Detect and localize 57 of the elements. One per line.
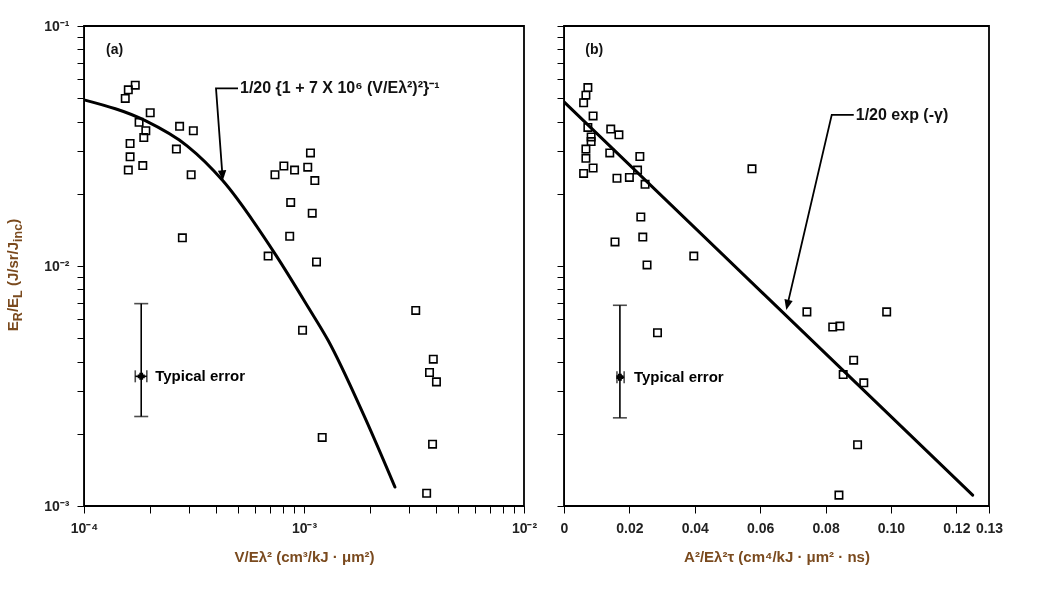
x-tick-label: 10⁻⁴ (70, 519, 99, 536)
point (610, 237, 620, 247)
point (834, 490, 844, 500)
x-tick-label: 0.02 (616, 519, 644, 536)
point (636, 212, 646, 222)
point (588, 111, 598, 121)
point (586, 132, 596, 142)
point (802, 307, 812, 317)
annotation: 1/20 exp (-γ) (855, 105, 949, 123)
point (624, 172, 634, 182)
series-label: Typical error (633, 368, 724, 386)
point (849, 355, 859, 365)
point (588, 163, 598, 173)
point (635, 151, 645, 161)
point (853, 440, 863, 450)
x-tick-label: 0.06 (747, 519, 775, 536)
point (642, 260, 652, 270)
point (689, 251, 699, 261)
point (579, 168, 589, 178)
x-tick-label: 0.13 (975, 519, 1004, 536)
y-tick-label: 10⁻² (44, 257, 70, 274)
point (583, 83, 593, 93)
point (583, 122, 593, 132)
point (586, 137, 596, 147)
x-tick-label: 0.04 (681, 519, 710, 536)
x-tick-label: 10⁻³ (291, 519, 318, 536)
point (579, 98, 589, 108)
point (606, 124, 616, 134)
x-tick-label: 0.12 (943, 519, 971, 536)
point (605, 148, 615, 158)
point (859, 378, 869, 388)
y-tick-label: 10⁻³ (44, 497, 70, 514)
y-tick-label: 10⁻¹ (44, 17, 70, 34)
x-axis-title: V/Eλ² (cm³/kJ · μm²) (234, 547, 375, 565)
x-tick-label: 0 (560, 519, 569, 536)
annotation: (b) (585, 41, 604, 57)
x-tick-label: 10⁻² (511, 519, 538, 536)
point (614, 130, 624, 140)
point (640, 179, 650, 189)
x-tick-label: 0.10 (877, 519, 906, 536)
point (652, 328, 663, 338)
point (581, 90, 591, 100)
point (633, 165, 643, 175)
point (828, 322, 838, 332)
point (612, 173, 622, 183)
annotation: 1/20 {1 + 7 X 10⁶ (V/Eλ²)²}⁻¹ (240, 79, 440, 97)
annotation: (a) (106, 41, 124, 57)
point (581, 144, 591, 154)
point (838, 370, 848, 380)
point (747, 164, 757, 174)
series-label: Typical error (155, 367, 246, 385)
point (638, 232, 648, 242)
point (882, 307, 892, 317)
x-axis-title: A²/Eλ²τ (cm⁴/kJ · μm² · ns) (684, 547, 870, 565)
point (835, 321, 845, 331)
point (581, 153, 591, 163)
x-tick-label: 0.08 (812, 519, 840, 536)
